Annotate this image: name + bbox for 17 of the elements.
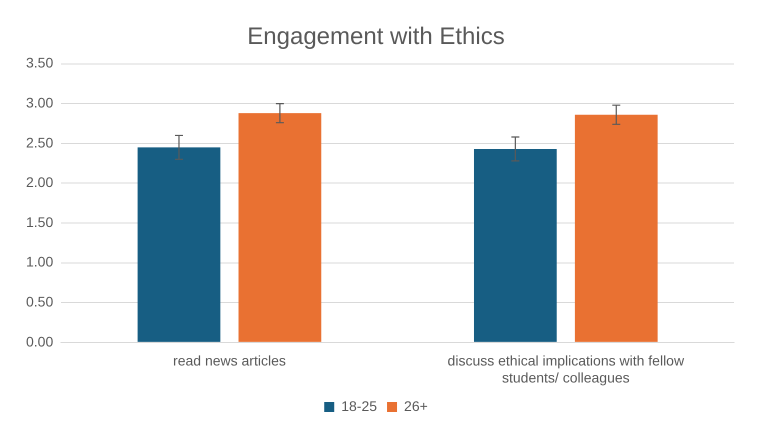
y-tick-label: 0.50 [26,293,54,310]
x-tick-label: read news articles [173,352,286,369]
chart-title: Engagement with Ethics [247,23,505,50]
y-tick-label: 1.00 [26,254,54,270]
y-tick-label: 2.00 [26,174,54,190]
bar [138,147,220,342]
bar [238,113,322,342]
y-tick-label: 3.00 [26,94,54,110]
x-tick-label: discuss ethical implications with fellow students/ colleagues [448,352,685,386]
y-tick-label: 1.50 [26,214,54,230]
bar [474,148,557,342]
y-tick-label: 0.00 [26,333,54,350]
y-tick-label: 3.50 [26,54,54,71]
legend-label: 26+ [404,398,428,414]
legend-label: 18-25 [341,398,378,414]
bar [574,114,658,342]
y-tick-label: 2.50 [26,134,54,150]
